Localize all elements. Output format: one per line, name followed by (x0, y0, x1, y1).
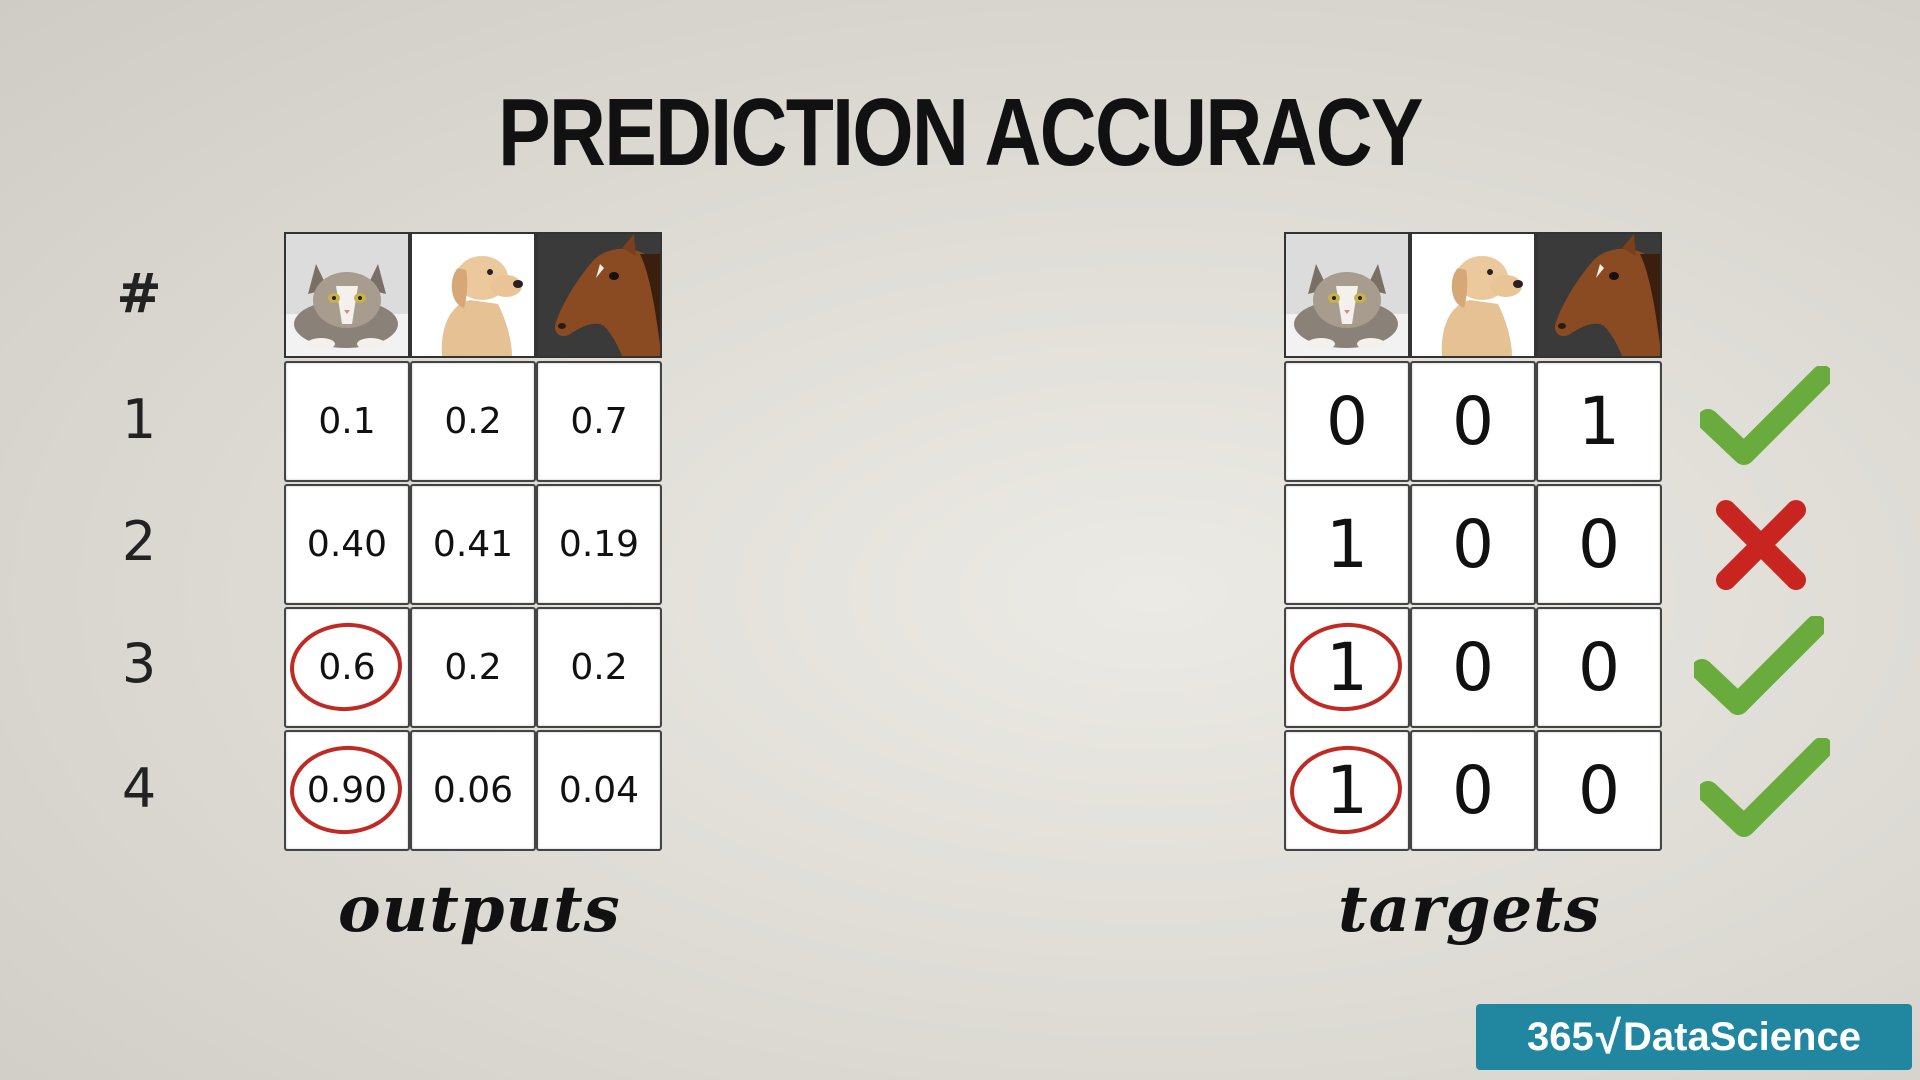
targets-caption: targets (1338, 872, 1601, 947)
logo-sqrt: √ (1595, 1011, 1622, 1063)
target-cell-r3-c1: 1 (1284, 607, 1410, 728)
output-cell-r1-c2: 0.2 (410, 361, 536, 482)
target-cell-r4-c1: 1 (1284, 730, 1410, 851)
target-value: 1 (1326, 629, 1368, 706)
target-cell-r4-c2: 0 (1410, 730, 1536, 851)
check-icon (1700, 366, 1830, 465)
target-cell-r1-c1: 0 (1284, 361, 1410, 482)
output-cell-r2-c3: 0.19 (536, 484, 662, 605)
row-label-3: 3 (121, 632, 157, 695)
cat-photo-icon (284, 232, 410, 358)
horse-photo-icon (1536, 232, 1662, 358)
brand-logo: 365 √ DataScience (1476, 1004, 1912, 1070)
logo-prefix: 365 (1527, 1014, 1594, 1059)
output-cell-r4-c1: 0.90 (284, 730, 410, 851)
output-cell-r2-c1: 0.40 (284, 484, 410, 605)
target-cell-r3-c2: 0 (1410, 607, 1536, 728)
target-cell-r4-c3: 0 (1536, 730, 1662, 851)
target-cell-r3-c3: 0 (1536, 607, 1662, 728)
page-title: PREDICTION ACCURACY (498, 79, 1423, 186)
output-cell-r4-c2: 0.06 (410, 730, 536, 851)
outputs-caption: outputs (338, 872, 621, 947)
dog-photo-icon (410, 232, 536, 358)
output-cell-r1-c3: 0.7 (536, 361, 662, 482)
output-cell-r2-c2: 0.41 (410, 484, 536, 605)
cross-icon (1716, 500, 1806, 590)
row-label-2: 2 (121, 510, 157, 573)
horse-photo-icon (536, 232, 662, 358)
target-cell-r1-c2: 0 (1410, 361, 1536, 482)
output-cell-r3-c2: 0.2 (410, 607, 536, 728)
check-icon (1694, 616, 1824, 715)
output-cell-r3-c1: 0.6 (284, 607, 410, 728)
output-value: 0.90 (306, 770, 388, 811)
output-cell-r4-c3: 0.04 (536, 730, 662, 851)
row-label-4: 4 (121, 757, 157, 820)
logo-name: DataScience (1623, 1014, 1861, 1059)
cat-photo-icon (1284, 232, 1410, 358)
output-cell-r3-c3: 0.2 (536, 607, 662, 728)
highlight-circle (1287, 742, 1405, 838)
target-cell-r2-c1: 1 (1284, 484, 1410, 605)
output-value: 0.6 (318, 647, 376, 688)
dog-photo-icon (1410, 232, 1536, 358)
highlight-circle (287, 742, 405, 838)
targets-grid: 0 0 1 1 0 0 1 0 0 1 0 0 (1284, 232, 1670, 852)
row-label-1: 1 (121, 388, 157, 451)
target-value: 1 (1326, 752, 1368, 829)
header-hash: # (116, 262, 162, 325)
target-cell-r1-c3: 1 (1536, 361, 1662, 482)
highlight-circle (1287, 619, 1405, 715)
output-cell-r1-c1: 0.1 (284, 361, 410, 482)
check-icon (1700, 738, 1830, 837)
target-cell-r2-c2: 0 (1410, 484, 1536, 605)
highlight-circle (287, 619, 405, 715)
outputs-grid: 0.1 0.2 0.7 0.40 0.41 0.19 0.6 0.2 0.2 0… (284, 232, 670, 852)
target-cell-r2-c3: 0 (1536, 484, 1662, 605)
